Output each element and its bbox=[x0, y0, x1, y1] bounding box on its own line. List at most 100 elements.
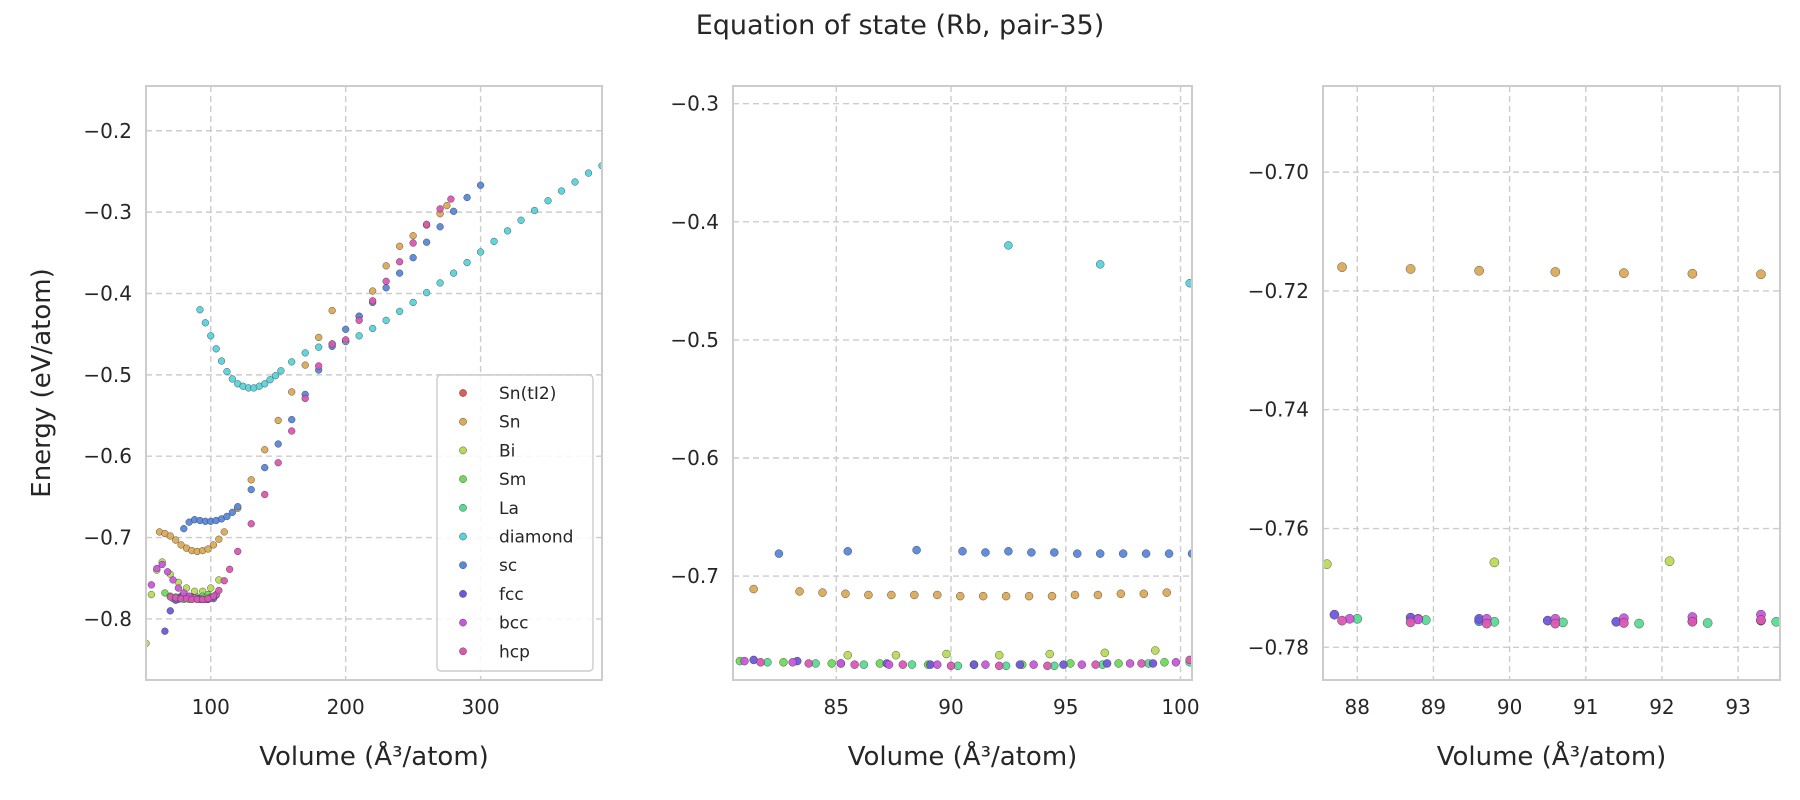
data-point bbox=[1050, 548, 1059, 557]
data-point bbox=[1059, 660, 1068, 669]
data-point bbox=[933, 590, 942, 600]
data-point bbox=[958, 547, 967, 556]
data-point bbox=[981, 660, 990, 669]
data-point bbox=[215, 586, 223, 595]
data-point bbox=[1634, 618, 1644, 629]
legend-entry: bcc bbox=[499, 614, 528, 634]
y-tick-label: −0.6 bbox=[670, 446, 719, 470]
data-point bbox=[396, 269, 404, 277]
y-tick-label: −0.5 bbox=[83, 363, 132, 387]
data-point bbox=[891, 651, 901, 660]
data-point bbox=[1619, 618, 1629, 628]
x-tick-label: 88 bbox=[1345, 695, 1370, 719]
data-point bbox=[288, 416, 296, 424]
data-point bbox=[912, 545, 921, 555]
data-point bbox=[234, 547, 242, 556]
legend-entry: diamond bbox=[499, 528, 573, 548]
data-point bbox=[382, 284, 390, 292]
y-tick-label: −0.3 bbox=[83, 200, 132, 224]
data-point bbox=[449, 269, 458, 277]
data-point bbox=[779, 658, 788, 667]
data-point bbox=[850, 660, 859, 669]
data-point bbox=[409, 232, 417, 240]
data-point bbox=[166, 607, 174, 615]
data-point bbox=[423, 289, 431, 297]
y-axis-label: Energy (eV/atom) bbox=[27, 268, 57, 497]
data-point bbox=[261, 490, 269, 499]
data-point bbox=[172, 536, 180, 544]
data-point bbox=[1664, 556, 1675, 567]
x-axis-label: Volume (Å³/atom) bbox=[259, 740, 489, 772]
data-point bbox=[423, 220, 431, 228]
x-tick-label: 91 bbox=[1573, 695, 1598, 719]
series-diamond bbox=[196, 162, 602, 392]
data-point bbox=[1137, 659, 1146, 668]
data-point bbox=[503, 227, 512, 235]
data-point bbox=[449, 207, 458, 215]
series-sn bbox=[749, 584, 1171, 601]
data-point bbox=[447, 195, 455, 203]
series-sc bbox=[774, 545, 1192, 558]
legend: Sn(tI2) Sn Bi Sm La diamond sc fcc bcc hcp bbox=[436, 374, 594, 672]
data-point bbox=[315, 343, 323, 351]
data-point bbox=[1329, 609, 1340, 620]
data-point bbox=[1185, 279, 1192, 288]
x-tick-label: 100 bbox=[192, 695, 230, 719]
x-tick-label: 90 bbox=[938, 695, 963, 719]
data-point bbox=[1405, 617, 1416, 628]
data-point bbox=[1118, 549, 1128, 558]
data-point bbox=[1029, 660, 1038, 669]
data-point bbox=[443, 202, 451, 210]
series-fcc bbox=[1329, 609, 1766, 627]
x-tick-label: 89 bbox=[1421, 695, 1446, 719]
data-point bbox=[204, 545, 212, 553]
legend-marker bbox=[459, 618, 467, 627]
legend-marker bbox=[459, 389, 467, 397]
data-point bbox=[1756, 615, 1766, 625]
legend-entry: Sm bbox=[499, 470, 526, 490]
data-point bbox=[1004, 241, 1013, 250]
axes-frame bbox=[1322, 85, 1781, 681]
data-point bbox=[261, 464, 269, 472]
data-point bbox=[1114, 659, 1123, 668]
y-tick-label: −0.4 bbox=[83, 281, 132, 305]
data-point bbox=[995, 661, 1004, 671]
data-point bbox=[161, 627, 169, 635]
data-point bbox=[166, 532, 174, 540]
data-point bbox=[1160, 658, 1169, 667]
data-point bbox=[1077, 660, 1087, 669]
data-point bbox=[396, 307, 404, 315]
data-point bbox=[859, 660, 869, 669]
data-point bbox=[369, 324, 377, 333]
data-point bbox=[436, 223, 444, 231]
data-point bbox=[995, 651, 1004, 660]
legend-entry: Sn bbox=[499, 413, 521, 433]
data-point bbox=[1405, 264, 1416, 274]
data-point bbox=[207, 332, 215, 340]
data-point bbox=[207, 584, 215, 592]
legend-marker bbox=[459, 503, 467, 512]
data-point bbox=[228, 508, 236, 516]
y-tick-label: −0.7 bbox=[83, 526, 132, 550]
data-point bbox=[818, 588, 827, 597]
data-point bbox=[247, 485, 255, 494]
y-tick-label: −0.70 bbox=[1248, 160, 1309, 184]
data-point bbox=[274, 440, 282, 448]
data-point bbox=[530, 206, 539, 215]
data-point bbox=[436, 279, 444, 287]
data-point bbox=[1095, 549, 1105, 558]
data-point bbox=[1027, 548, 1036, 557]
data-point bbox=[369, 297, 377, 305]
y-tick-label: −0.76 bbox=[1248, 517, 1309, 541]
data-point bbox=[174, 584, 182, 592]
y-tick-label: −0.4 bbox=[670, 210, 719, 234]
data-point bbox=[396, 258, 404, 266]
data-point bbox=[328, 340, 336, 348]
y-tick-label: −0.72 bbox=[1248, 279, 1309, 303]
data-point bbox=[946, 661, 956, 671]
data-point bbox=[315, 333, 323, 342]
y-tick-label: −0.6 bbox=[83, 444, 132, 468]
data-point bbox=[942, 649, 951, 659]
data-point bbox=[1489, 557, 1500, 568]
data-point bbox=[571, 178, 579, 186]
